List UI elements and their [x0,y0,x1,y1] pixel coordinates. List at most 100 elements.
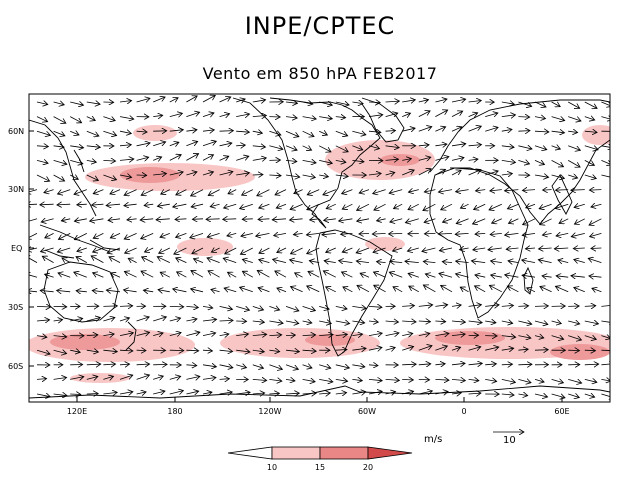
wind-vector [342,203,353,209]
wind-vector [302,306,316,310]
wind-vector [368,306,382,307]
wind-vector [36,130,50,135]
wind-vector [558,260,569,263]
wind-vector [357,203,370,210]
wind-vector [368,347,382,350]
wind-vector [368,333,382,335]
wind-vector [539,203,552,209]
wind-vector [240,287,253,293]
wind-vector [352,379,362,380]
wind-vector [424,190,436,192]
wind-vector [584,175,597,179]
wind-vector [285,145,297,150]
wind-vector [451,99,466,102]
wind-vector [119,375,133,380]
wind-vector [443,219,453,222]
wind-vector [402,306,414,307]
wind-vector [584,160,595,165]
wind-vector [408,203,419,210]
lon-label-120w: 120W [258,407,281,416]
wind-vector [202,350,213,351]
wind-vector [435,346,447,351]
wind-vector [136,332,150,335]
wind-vector [269,321,283,323]
lat-label-60s: 60S [8,362,23,371]
wind-vector [86,130,99,136]
wind-vector [302,160,317,163]
wind-vector [402,113,410,116]
wind-vector [591,204,602,207]
wind-vector [534,160,545,164]
wind-vector [402,364,416,365]
wind-vector [474,203,486,209]
wind-vector [285,160,297,161]
wind-vector [119,318,130,321]
wind-vector [302,350,317,351]
wind-vector [186,112,199,117]
wind-vector [307,286,320,293]
wind-vector [236,99,245,102]
wind-vector [269,393,279,394]
wind-vector [568,145,580,151]
wind-vector [236,306,249,310]
wind-vector [372,233,386,234]
wind-vector [527,288,536,292]
chart-subtitle: Vento em 850 hPA FEB2017 [202,64,438,83]
wind-vector [393,248,403,251]
wind-vector [202,155,214,161]
wind-vector [551,102,561,107]
wind-vector [501,160,516,162]
wind-vector [211,289,220,291]
wind-vector [252,131,263,133]
wind-vector [186,96,197,103]
wind-vector [423,261,436,262]
wind-vector [456,274,469,277]
wind-vector [136,143,151,146]
wind-vector [568,335,581,340]
shade-south-indian-core [435,331,505,345]
wind-vector [106,204,121,205]
wind-vector [418,379,430,380]
wind-vector [103,350,117,352]
wind-vector [489,203,502,210]
wind-vector [418,169,431,176]
wind-vector [74,272,87,278]
wind-vector [377,262,386,263]
wind-vector [153,333,163,336]
wind-vector [492,218,502,223]
wind-vector [451,158,464,161]
wind-vector [324,261,336,263]
wind-vector [161,190,170,195]
wind-vector [402,321,416,322]
chart-title: INPE/CPTEC [244,12,396,40]
wind-vector [91,256,104,263]
wind-vector [402,347,413,351]
wind-vector [468,126,482,132]
wind-vector [103,334,114,336]
wind-vector [501,146,514,148]
wind-vector [169,113,183,116]
wind-vector [194,259,204,263]
wind-vector [153,317,166,322]
wind-vector [356,247,370,253]
wind-vector [157,204,170,206]
wind-vector [186,154,198,161]
wind-vector [219,156,229,160]
wind-vector [385,113,398,117]
wind-vector [584,117,595,120]
wind-vector [86,318,101,322]
wind-vector [307,203,320,210]
wind-vector [242,219,253,220]
wind-vector [342,272,353,278]
wind-vector [435,127,445,132]
wind-vector [36,174,50,181]
wind-vector [153,97,165,103]
wind-vector [103,174,116,180]
wind-vector [36,160,48,163]
wind-vector [584,379,597,382]
wind-vector [438,233,453,234]
wind-vector [290,260,303,263]
wind-vector [86,364,101,365]
wind-vector [93,273,104,278]
wind-vector [202,365,216,367]
